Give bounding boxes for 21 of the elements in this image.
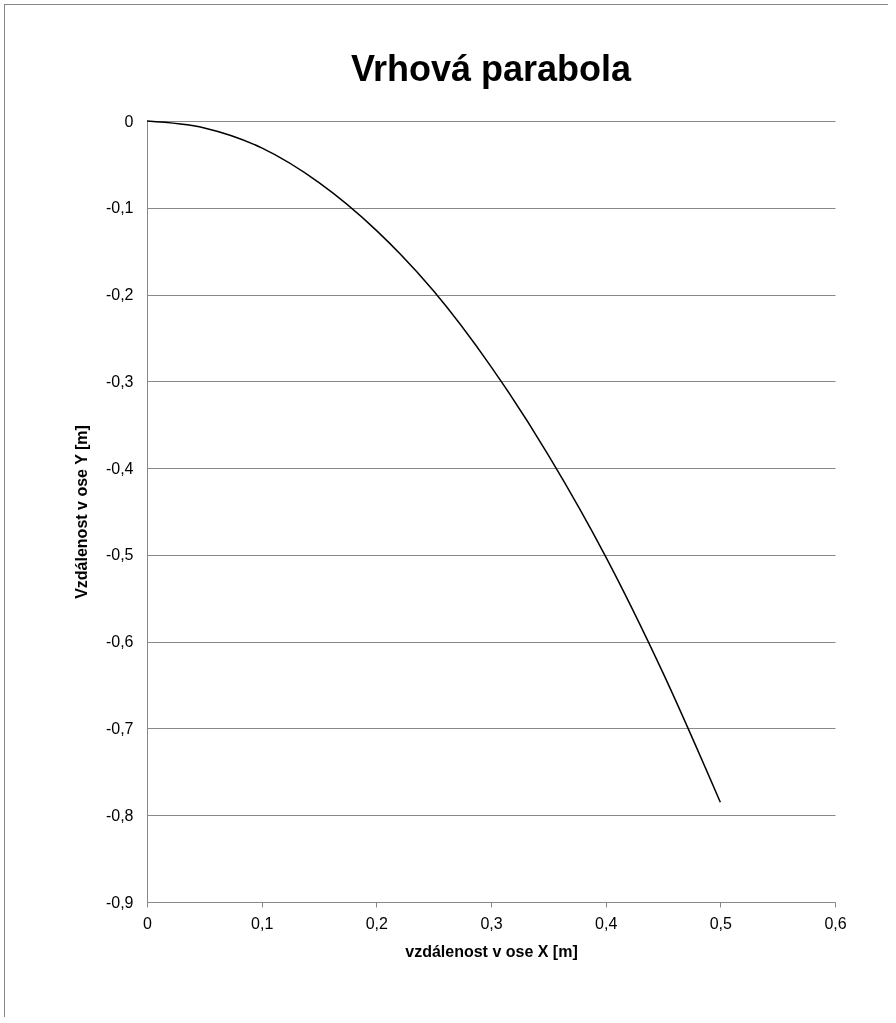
y-tick-label: -0,4: [105, 459, 134, 477]
y-tick-label: -0,1: [105, 199, 134, 217]
y-tick-label: -0,6: [105, 633, 134, 651]
y-tick-label: -0,8: [105, 806, 134, 824]
x-tick-label: 0,2: [365, 914, 389, 932]
x-tick-label: 0,6: [824, 914, 847, 932]
y-tick-label: -0,3: [105, 372, 134, 390]
y-tick-label: -0,5: [105, 546, 134, 564]
x-tick-label: 0,4: [595, 914, 618, 932]
x-tick-label: 0,3: [480, 914, 503, 932]
chart-title: Vrhová parabola: [350, 48, 633, 89]
x-axis-title: vzdálenost v ose X [m]: [405, 942, 578, 960]
y-tick-label: -0,9: [105, 893, 134, 911]
x-tick-label: 0,1: [251, 914, 274, 932]
y-tick-label: 0: [124, 112, 134, 130]
y-tick-label: -0,7: [105, 719, 134, 737]
y-axis-title: Vzdálenost v ose Y [m]: [72, 425, 90, 599]
line-series: [146, 120, 722, 803]
x-tick-label: 0,5: [709, 914, 733, 932]
y-tick-label: -0,2: [105, 286, 134, 304]
x-tick-label: 0: [143, 914, 153, 932]
